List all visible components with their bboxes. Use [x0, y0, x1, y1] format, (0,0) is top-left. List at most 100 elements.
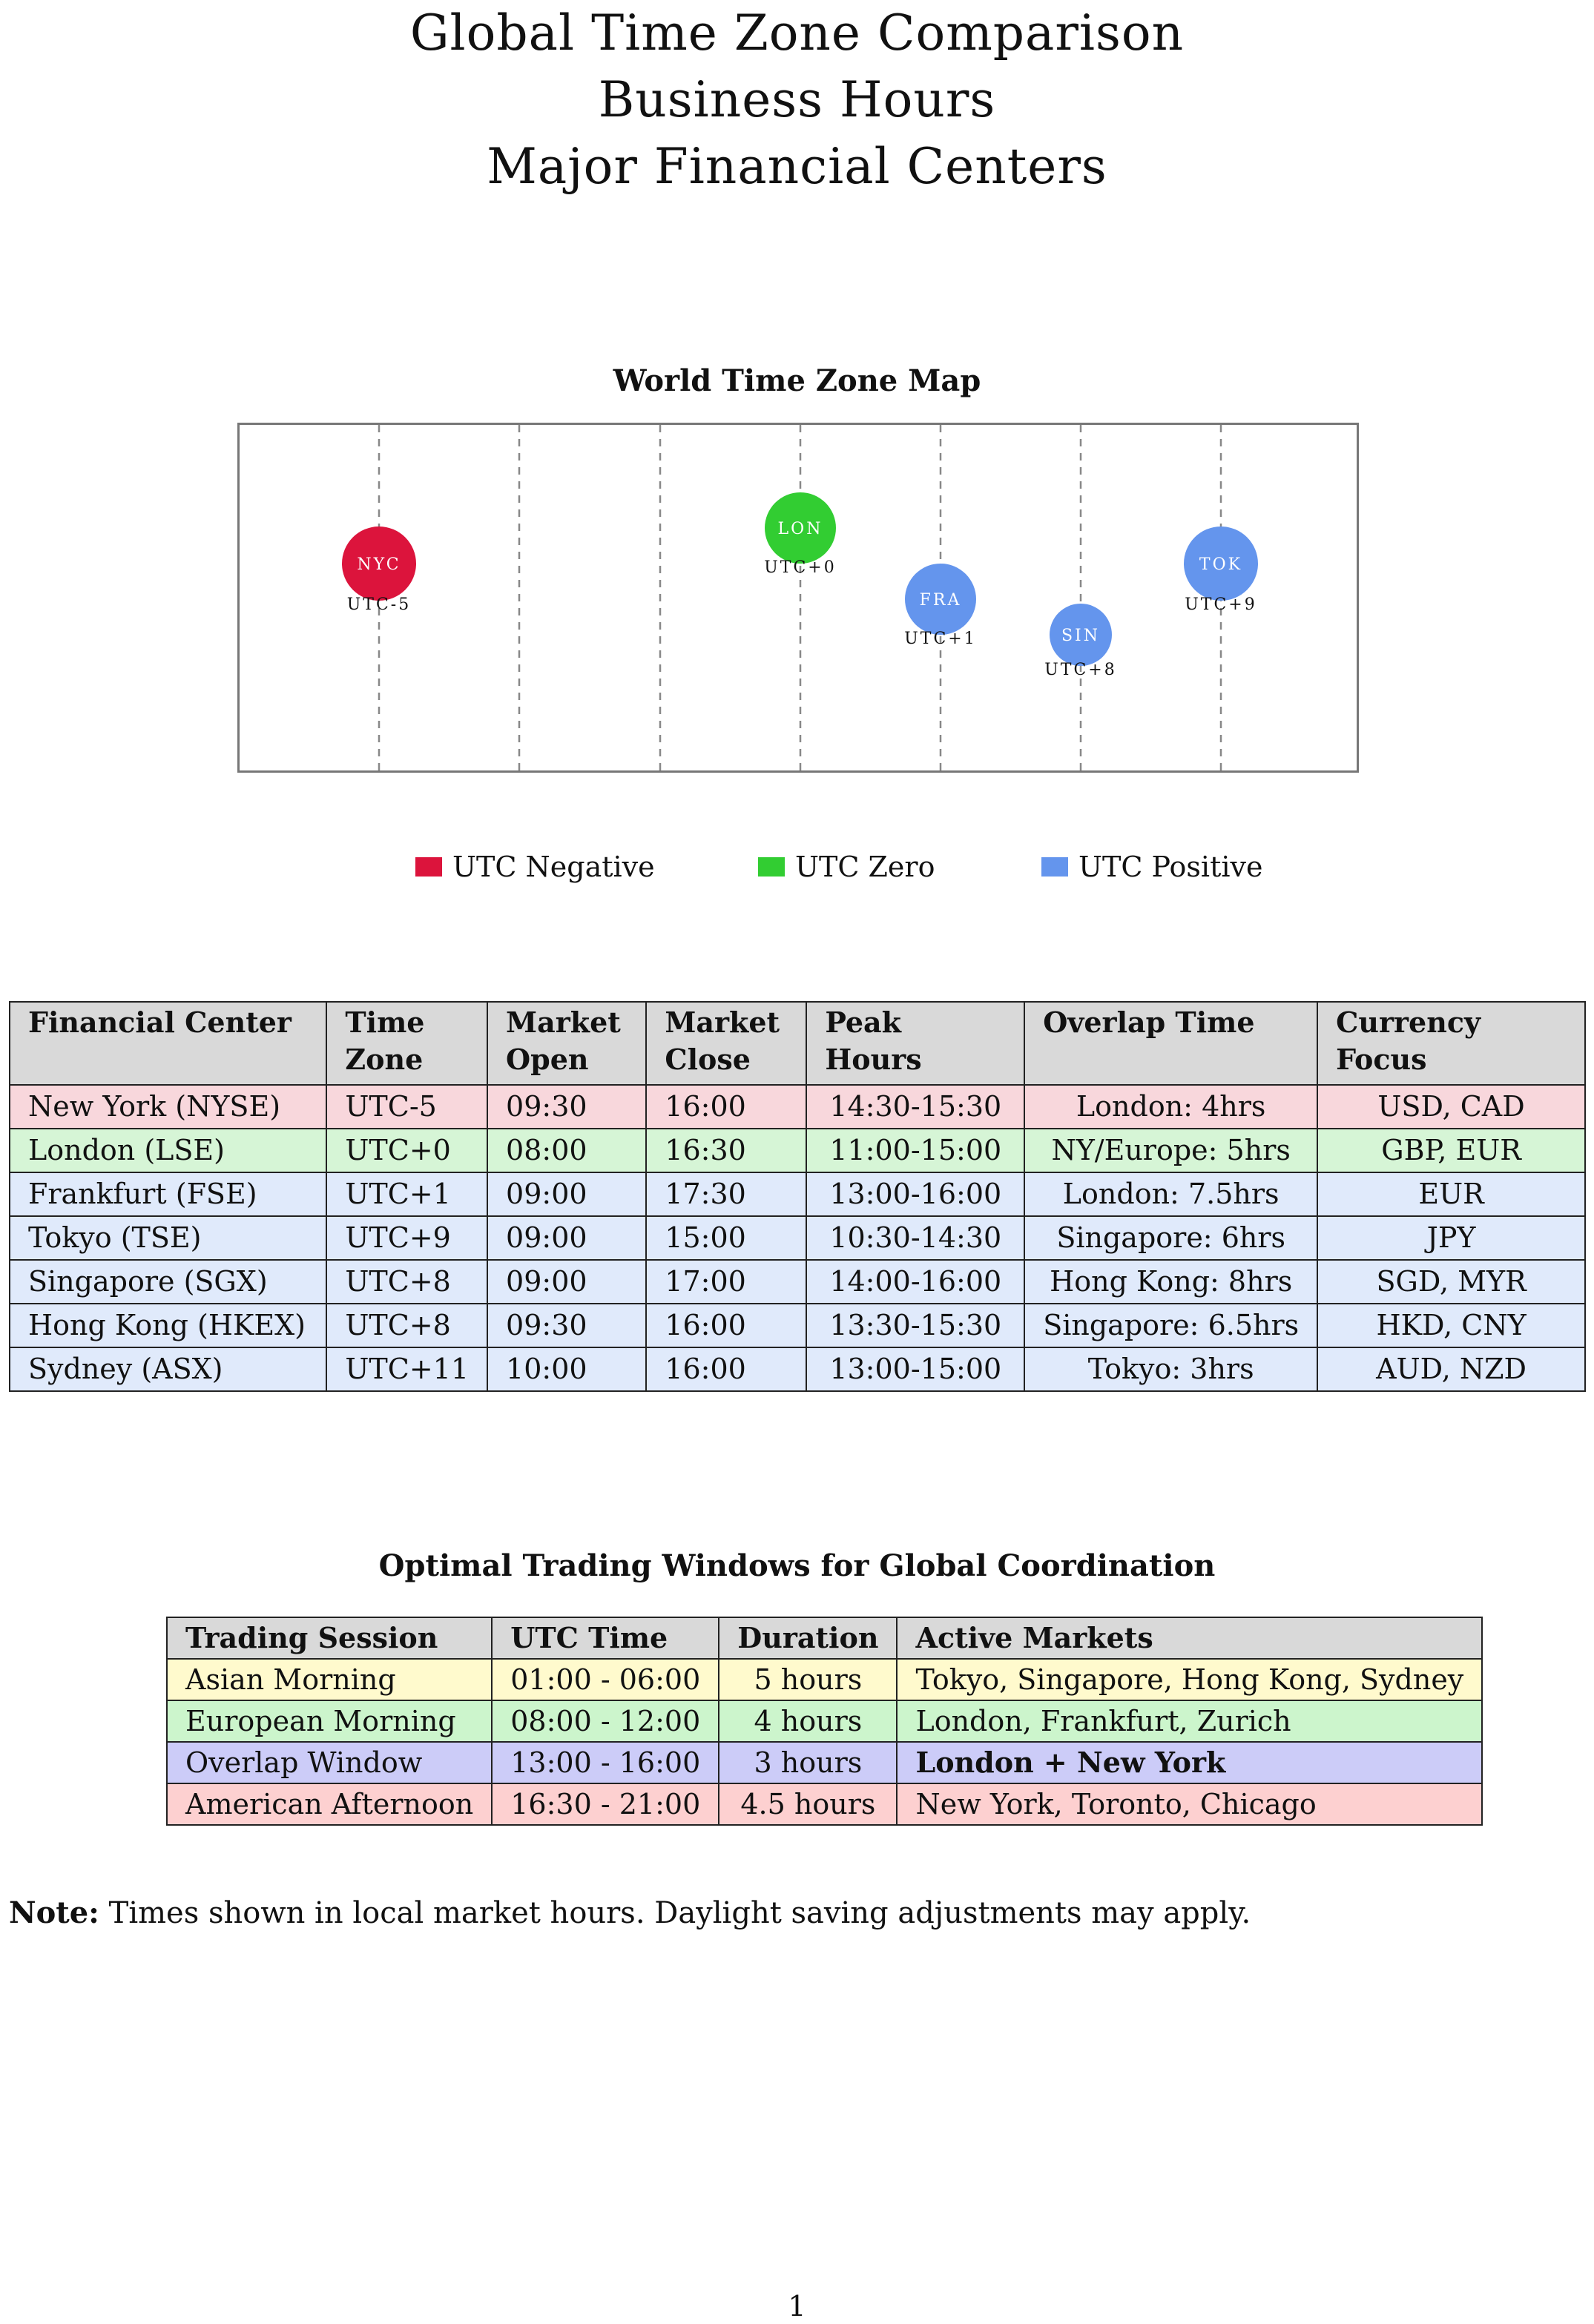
footnote: Note: Times shown in local market hours.…: [9, 1895, 1251, 1930]
cell-open: 09:00: [487, 1215, 648, 1261]
cell-duration: 4.5 hours: [718, 1783, 898, 1826]
cell-currency: HKD, CNY: [1317, 1303, 1586, 1348]
cell-markets: Tokyo, Singapore, Hong Kong, Sydney: [896, 1658, 1483, 1701]
title-line-1: Global Time Zone Comparison: [409, 4, 1185, 62]
city-code-label: SIN: [1061, 627, 1100, 645]
city-dot: [1050, 604, 1112, 666]
cell-tz: UTC+9: [326, 1215, 489, 1261]
cell-duration: 4 hours: [718, 1700, 898, 1743]
legend-label-zero: UTC Zero: [795, 851, 935, 883]
time-zone-map: NYC UTC-5 LON UTC+0 FRA UTC+1 SIN UTC+8 TOK UTC+9: [237, 423, 1359, 773]
cell-overlap: Singapore: 6hrs: [1024, 1215, 1319, 1261]
cell-time: 08:00 - 12:00: [491, 1700, 720, 1743]
cell-peak: 13:30-15:30: [806, 1303, 1026, 1348]
cell-center: New York (NYSE): [8, 1084, 328, 1129]
header-duration: Duration: [718, 1617, 898, 1660]
page-number: 1: [788, 2290, 806, 2323]
map-title: World Time Zone Map: [613, 363, 981, 398]
city-code-label: NYC: [357, 555, 401, 574]
legend-swatch-positive: [1041, 857, 1068, 877]
cell-open: 09:30: [487, 1084, 648, 1129]
note-text: Times shown in local market hours. Dayli…: [108, 1896, 1251, 1930]
cell-markets: New York, Toronto, Chicago: [896, 1783, 1483, 1826]
header-currency-focus: Currency Focus: [1317, 1001, 1586, 1086]
header-trading-session: Trading Session: [165, 1617, 493, 1660]
cell-tz: UTC+1: [326, 1172, 489, 1217]
cell-session: American Afternoon: [165, 1783, 493, 1826]
cell-time: 13:00 - 16:00: [491, 1741, 720, 1784]
header-financial-center: Financial Center: [8, 1001, 328, 1086]
header-market-open: Market Open: [487, 1001, 648, 1086]
windows-header-row: Trading Session UTC Time Duration Active…: [165, 1617, 1483, 1660]
city-utc-label: UTC+0: [764, 558, 836, 577]
cell-center: Frankfurt (FSE): [8, 1172, 328, 1217]
cell-center: Hong Kong (HKEX): [8, 1303, 328, 1348]
legend-swatch-zero: [758, 857, 785, 877]
cell-session: Overlap Window: [165, 1741, 493, 1784]
header-market-close: Market Close: [645, 1001, 808, 1086]
table-row: Asian Morning 01:00 - 06:00 5 hours Tokyo, …: [165, 1658, 1483, 1701]
legend-swatch-negative: [415, 857, 442, 877]
cell-open: 10:00: [487, 1347, 648, 1392]
cell-peak: 14:30-15:30: [806, 1084, 1026, 1129]
cell-peak: 14:00-16:00: [806, 1259, 1026, 1304]
cell-overlap: London: 7.5hrs: [1024, 1172, 1319, 1217]
city-marker-nyc: NYC UTC-5: [342, 526, 416, 614]
city-utc-label: UTC+9: [1185, 595, 1257, 614]
city-utc-label: UTC+8: [1044, 661, 1116, 679]
table-row: London (LSE) UTC+0 08:00 16:30 11:00-15:00 NY…: [8, 1128, 1586, 1173]
city-utc-label: UTC+1: [904, 630, 976, 648]
cell-tz: UTC+11: [326, 1347, 489, 1392]
cell-open: 09:30: [487, 1303, 648, 1348]
cell-time: 01:00 - 06:00: [491, 1658, 720, 1701]
cell-session: Asian Morning: [165, 1658, 493, 1701]
table-row: Singapore (SGX) UTC+8 09:00 17:00 14:00-16:0…: [8, 1259, 1586, 1304]
cell-close: 16:30: [645, 1128, 808, 1173]
city-marker-fra: FRA UTC+1: [904, 564, 976, 648]
cell-overlap: Hong Kong: 8hrs: [1024, 1259, 1319, 1304]
cell-peak: 10:30-14:30: [806, 1215, 1026, 1261]
cell-currency: EUR: [1317, 1172, 1586, 1217]
cell-close: 15:00: [645, 1215, 808, 1261]
cell-open: 09:00: [487, 1259, 648, 1304]
cell-markets: London, Frankfurt, Zurich: [896, 1700, 1483, 1743]
city-code-label: LON: [778, 520, 823, 538]
cell-tz: UTC+8: [326, 1303, 489, 1348]
table-row: Tokyo (TSE) UTC+9 09:00 15:00 10:30-14:30 Sin…: [8, 1215, 1586, 1261]
cell-peak: 11:00-15:00: [806, 1128, 1026, 1173]
table-row: Sydney (ASX) UTC+11 10:00 16:00 13:00-15:00 T…: [8, 1347, 1586, 1392]
legend-label-negative: UTC Negative: [452, 851, 655, 883]
city-dot: [765, 492, 836, 564]
markets-table: Financial Center Time Zone Market Open M…: [8, 1001, 1586, 1392]
city-marker-tok: TOK UTC+9: [1184, 526, 1258, 614]
header-utc-time: UTC Time: [491, 1617, 720, 1660]
city-code-label: FRA: [920, 591, 962, 610]
cell-open: 08:00: [487, 1128, 648, 1173]
header-active-markets: Active Markets: [896, 1617, 1483, 1660]
cell-close: 17:00: [645, 1259, 808, 1304]
table-row: European Morning 08:00 - 12:00 4 hours Lond…: [165, 1700, 1483, 1743]
table-row: Frankfurt (FSE) UTC+1 09:00 17:30 13:00-16:0…: [8, 1172, 1586, 1217]
table-row: Overlap Window 13:00 - 16:00 3 hours London…: [165, 1741, 1483, 1784]
table-row: New York (NYSE) UTC-5 09:30 16:00 14:30-15:3…: [8, 1084, 1586, 1129]
city-marker-sin: SIN UTC+8: [1044, 604, 1116, 679]
header-time-zone: Time Zone: [326, 1001, 489, 1086]
cell-close: 16:00: [645, 1347, 808, 1392]
city-marker-lon: LON UTC+0: [764, 492, 836, 577]
cell-markets: London + New York: [896, 1741, 1483, 1784]
cell-overlap: Singapore: 6.5hrs: [1024, 1303, 1319, 1348]
city-dot: [342, 526, 416, 601]
cell-currency: SGD, MYR: [1317, 1259, 1586, 1304]
cell-currency: AUD, NZD: [1317, 1347, 1586, 1392]
cell-overlap: Tokyo: 3hrs: [1024, 1347, 1319, 1392]
legend-positive: UTC Positive: [1041, 848, 1262, 885]
cell-overlap: NY/Europe: 5hrs: [1024, 1128, 1319, 1173]
cell-tz: UTC+8: [326, 1259, 489, 1304]
table-row: Hong Kong (HKEX) UTC+8 09:30 16:00 13:30-15:…: [8, 1303, 1586, 1348]
cell-close: 16:00: [645, 1084, 808, 1129]
cell-center: Sydney (ASX): [8, 1347, 328, 1392]
cell-peak: 13:00-15:00: [806, 1347, 1026, 1392]
cell-overlap: London: 4hrs: [1024, 1084, 1319, 1129]
title-line-2: Business Hours: [598, 71, 996, 128]
cell-close: 16:00: [645, 1303, 808, 1348]
